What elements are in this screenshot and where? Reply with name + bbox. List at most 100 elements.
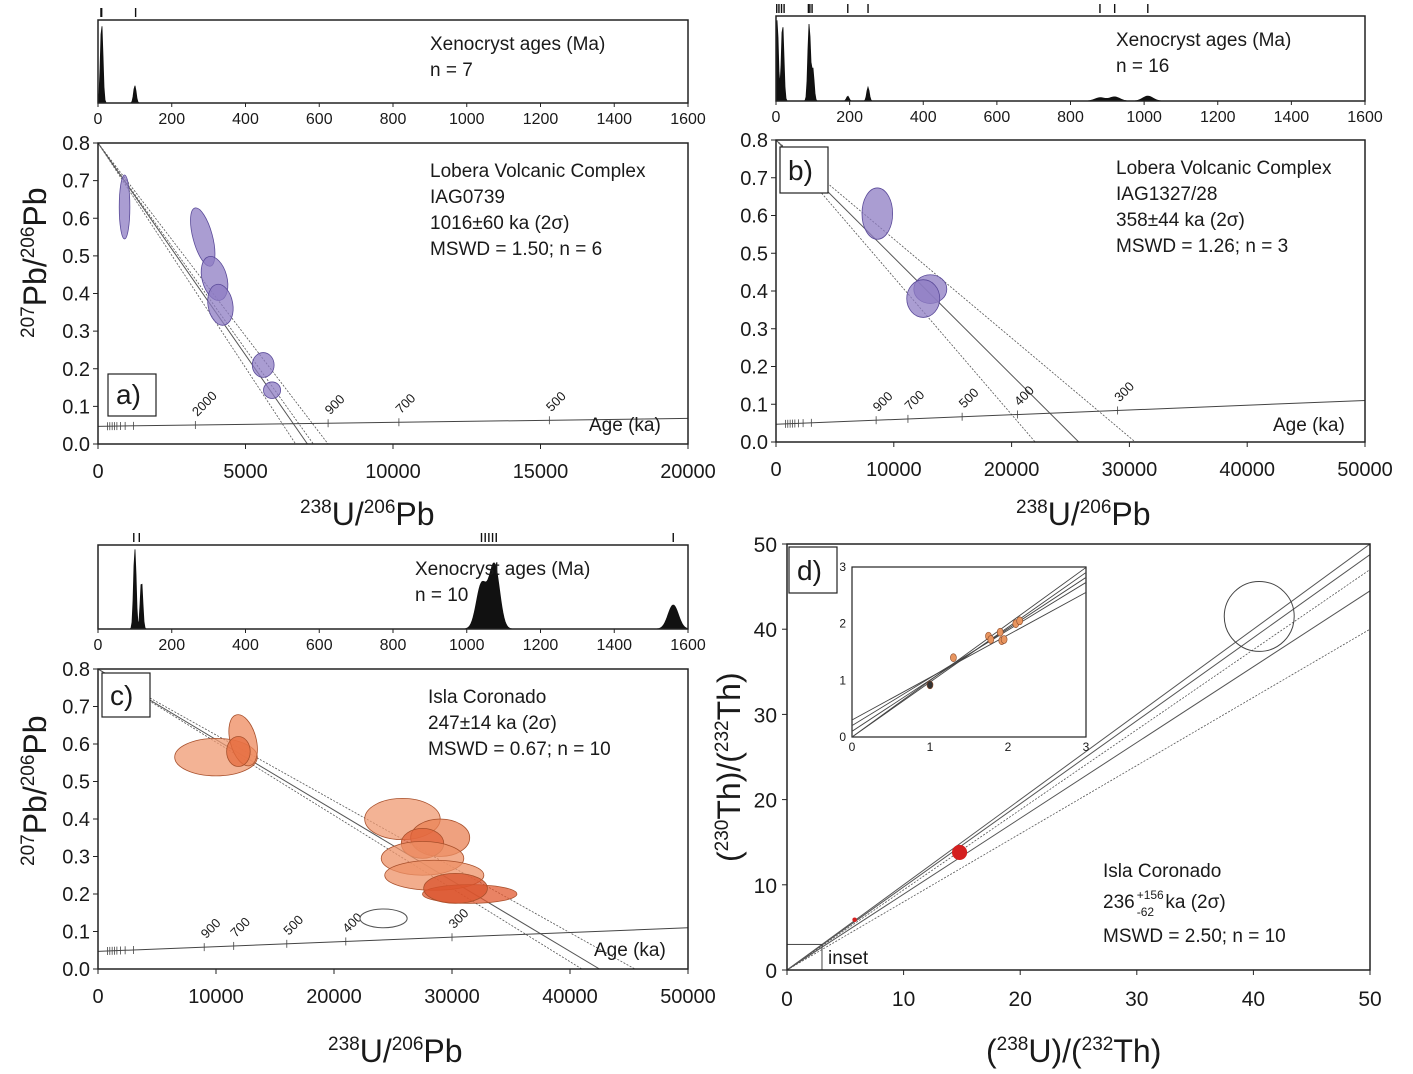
point-d-0 [951,844,968,861]
xtick-label-a-2: 10000 [365,461,421,483]
ytick-label-a-3: 0.3 [62,321,90,343]
ellipse-a-0 [118,174,131,240]
histogram-c-tick-label-4: 800 [380,637,407,654]
inset-ytick-label-2: 2 [839,617,846,631]
histogram-a-title: Xenocryst ages (Ma) [430,34,605,55]
age-label-a: Age (ka) [589,415,661,436]
inset-point-0 [950,653,957,662]
ytick-label-d-3: 30 [754,704,777,727]
inset-plot: 0 1 2 3 0 1 2 3 [839,560,1089,754]
plot-b-area: 900 700 500 400 300 [776,140,1365,442]
histogram-c-tick-label-2: 400 [232,637,259,654]
info-d-line1: Isla Coronado [1103,861,1221,882]
curve-a-label-3: 500 [543,388,569,414]
histogram-c-frame [97,544,689,630]
histogram-c-tick-label-5: 1000 [449,637,485,654]
xtick-label-a-4: 20000 [660,461,716,483]
curve-b-label-0: 900 [870,388,896,414]
info-a-line4: MSWD = 1.50; n = 6 [430,239,602,260]
inset-area [852,567,1086,737]
xlabel-d: (238U)/(232Th) [986,1033,1161,1069]
ylabel-a: 207Pb/206Pb [17,187,53,338]
ytick-label-d-5: 50 [754,534,777,557]
panel-a-label: a) [116,379,141,410]
xtick-label-a-1: 5000 [223,461,268,483]
histogram-b-tick-label-5: 1000 [1126,109,1162,126]
info-b-line4: MSWD = 1.26; n = 3 [1116,236,1288,257]
curve-c-label-3: 400 [339,910,365,936]
curve-b-label-2: 500 [956,385,982,411]
xlabel-a: 238U/206Pb [300,496,435,532]
histogram-b-tick-label-7: 1400 [1274,109,1310,126]
curve-b-label-4: 300 [1111,379,1137,405]
panel-d-label-box [788,546,838,594]
xtick-label-c-3: 30000 [424,986,480,1008]
ytick-label-a-0: 0.0 [62,434,90,456]
ytick-label-c-7: 0.7 [62,697,90,719]
xtick-label-c-4: 40000 [542,986,598,1008]
info-a-line2: IAG0739 [430,187,505,208]
inset-line-2 [852,582,1086,727]
isochron-a-2 [98,143,296,444]
curve-b [776,399,1365,425]
inset-point-2 [987,635,995,644]
histogram-c-tick-label-0: 0 [94,637,103,654]
ytick-label-c-5: 0.5 [62,772,90,794]
panel-c-label-box [101,672,151,718]
inset-point-3 [996,627,1004,637]
inset-line-0 [852,567,1086,737]
info-c-line2: 247±14 ka (2σ) [428,713,557,734]
xlabel-c: 238U/206Pb [328,1033,463,1069]
ytick-label-c-1: 0.1 [62,922,90,944]
panel-a: 0 200 400 600 800 1000 1200 1400 1600 Xenocryst … [17,8,716,532]
xtick-label-c-2: 20000 [306,986,362,1008]
inset-label: inset [828,948,869,969]
histogram-b-tick-label-4: 800 [1057,109,1084,126]
ytick-label-c-4: 0.4 [62,809,90,831]
xlabel-b: 238U/206Pb [1016,496,1151,532]
histogram-b-tick-label-0: 0 [772,109,781,126]
inset-point-7 [1016,616,1024,626]
histogram-b-tick-label-6: 1200 [1200,109,1236,126]
histogram-a-tick-label-6: 1200 [523,111,559,128]
ytick-label-a-5: 0.5 [62,246,90,268]
histogram-b-frame [775,15,1366,102]
info-a-line3: 1016±60 ka (2σ) [430,213,569,234]
histogram-a-tick-label-1: 200 [158,111,185,128]
ellipse-a-4 [251,352,275,378]
plot-c-area: 900 700 500 400 300 [98,669,688,969]
plot-b-frame [775,139,1366,443]
ellipse-a-5 [263,381,282,399]
xtick-label-d-1: 10 [892,988,915,1011]
isochron-d-3 [787,628,1370,970]
xtick-label-d-4: 40 [1242,988,1265,1011]
curve-c-label-2: 500 [280,912,306,938]
curve-a-label-2: 700 [392,390,418,416]
age-label-b: Age (ka) [1273,415,1345,436]
plot-a-area: 2000 900 700 500 [98,143,688,444]
ytick-label-b-8: 0.8 [740,130,768,152]
ellipse-c-2 [226,736,251,767]
histogram-c-density [98,549,689,630]
xtick-label-d-3: 30 [1125,988,1148,1011]
ellipse-c-open [359,908,408,929]
histogram-c-tick-label-3: 600 [306,637,333,654]
inset-ytick-label-1: 1 [839,673,846,687]
ellipse-b-2 [906,279,941,318]
xtick-label-b-2: 20000 [984,459,1040,481]
inset-point-5 [1000,635,1008,644]
panel-b-label: b) [788,155,813,186]
ytick-label-d-4: 40 [754,619,777,642]
curve-c-label-4: 300 [446,905,472,931]
inset-line-4 [852,572,1086,737]
info-d-line2: MSWD = 2.50; n = 10 [1103,926,1286,947]
age-label-c: Age (ka) [594,940,666,961]
panel-b: 0 200 400 600 800 1000 1200 1400 1600 Xenocryst … [740,4,1393,532]
ytick-label-a-7: 0.7 [62,171,90,193]
isochron-d-2 [787,590,1370,970]
histogram-b-tick-label-2: 400 [910,109,937,126]
plot-a-frame [97,142,689,445]
